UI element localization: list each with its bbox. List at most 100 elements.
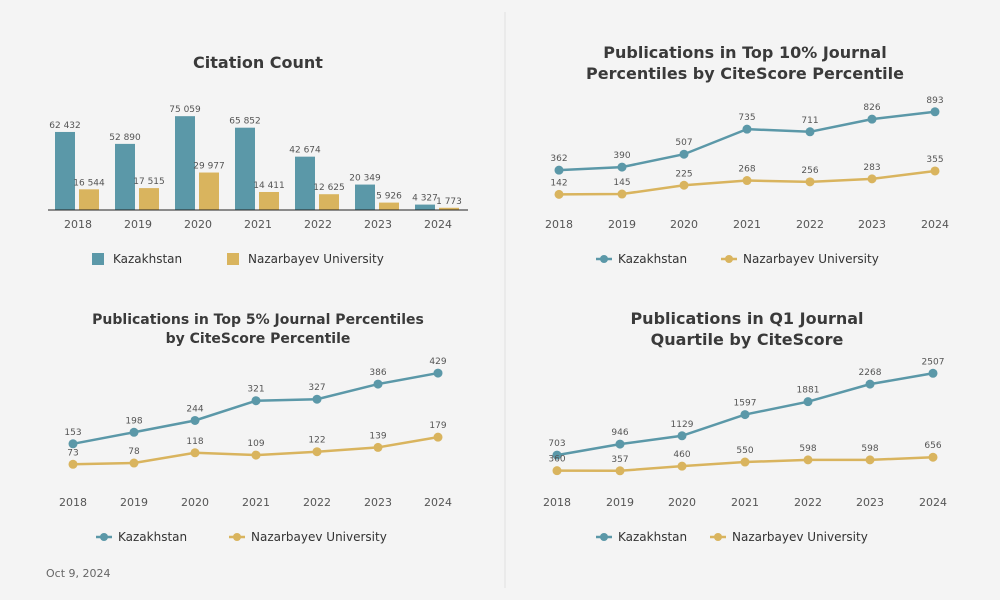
x-tick-label: 2020 bbox=[181, 496, 209, 509]
point-data-label: 460 bbox=[673, 450, 690, 460]
x-tick-label: 2019 bbox=[606, 496, 634, 509]
bar-nazarbayev bbox=[439, 207, 459, 210]
bar-data-label: 5 926 bbox=[376, 192, 402, 202]
x-tick-label: 2022 bbox=[794, 496, 822, 509]
bar-data-label: 42 674 bbox=[289, 146, 321, 156]
bar-kazakhstan bbox=[415, 204, 435, 210]
point-kazakhstan bbox=[740, 410, 750, 420]
bar-nazarbayev bbox=[379, 202, 399, 210]
point-nazarbayev bbox=[190, 448, 200, 458]
point-nazarbayev bbox=[373, 442, 383, 452]
point-data-label: 893 bbox=[926, 96, 943, 106]
point-kazakhstan bbox=[865, 379, 875, 389]
x-tick-label: 2023 bbox=[364, 218, 392, 231]
chart-title: by CiteScore Percentile bbox=[166, 331, 351, 347]
point-data-label: 1129 bbox=[671, 420, 694, 430]
bar-kazakhstan bbox=[235, 127, 255, 210]
x-tick-label: 2024 bbox=[424, 496, 452, 509]
bar-nazarbayev bbox=[199, 172, 219, 210]
point-nazarbayev bbox=[805, 177, 815, 187]
point-data-label: 1881 bbox=[797, 386, 820, 396]
x-tick-label: 2020 bbox=[184, 218, 212, 231]
legend-label-kazakhstan: Kazakhstan bbox=[113, 252, 182, 266]
chart-title: Publications in Top 10% Journal bbox=[603, 43, 886, 62]
point-data-label: 122 bbox=[308, 436, 325, 446]
point-data-label: 73 bbox=[67, 448, 78, 458]
x-tick-label: 2021 bbox=[244, 218, 272, 231]
point-kazakhstan bbox=[190, 415, 200, 425]
point-data-label: 256 bbox=[801, 166, 818, 176]
legend-label-nazarbayev: Nazarbayev University bbox=[743, 252, 879, 266]
bar-nazarbayev bbox=[319, 194, 339, 210]
bar-kazakhstan bbox=[355, 184, 375, 210]
point-data-label: 656 bbox=[924, 441, 941, 451]
point-data-label: 946 bbox=[611, 428, 628, 438]
legend-marker-nazarbayev bbox=[725, 255, 733, 263]
point-data-label: 826 bbox=[863, 103, 880, 113]
point-kazakhstan bbox=[68, 439, 78, 449]
point-data-label: 225 bbox=[675, 169, 692, 179]
point-data-label: 109 bbox=[247, 439, 264, 449]
point-data-label: 244 bbox=[186, 404, 203, 414]
point-data-label: 145 bbox=[613, 178, 630, 188]
point-kazakhstan bbox=[554, 165, 564, 175]
point-kazakhstan bbox=[615, 439, 625, 449]
bar-data-label: 14 411 bbox=[253, 181, 285, 191]
point-data-label: 735 bbox=[738, 113, 755, 123]
point-kazakhstan bbox=[803, 397, 813, 407]
bar-data-label: 20 349 bbox=[349, 174, 381, 184]
point-kazakhstan bbox=[552, 450, 562, 460]
legend-label-kazakhstan: Kazakhstan bbox=[118, 530, 187, 544]
x-tick-label: 2023 bbox=[856, 496, 884, 509]
point-kazakhstan bbox=[930, 107, 940, 117]
point-data-label: 429 bbox=[429, 357, 446, 367]
point-nazarbayev bbox=[930, 166, 940, 176]
legend-swatch-nazarbayev bbox=[227, 253, 239, 265]
point-kazakhstan bbox=[742, 124, 752, 134]
point-data-label: 179 bbox=[429, 421, 446, 431]
x-tick-label: 2018 bbox=[543, 496, 571, 509]
point-kazakhstan bbox=[312, 394, 322, 404]
x-tick-label: 2018 bbox=[64, 218, 92, 231]
point-data-label: 139 bbox=[369, 431, 386, 441]
bar-kazakhstan bbox=[175, 116, 195, 210]
point-nazarbayev bbox=[552, 466, 562, 476]
bar-kazakhstan bbox=[115, 143, 135, 210]
x-tick-label: 2019 bbox=[608, 218, 636, 231]
x-tick-label: 2022 bbox=[303, 496, 331, 509]
point-data-label: 118 bbox=[186, 437, 203, 447]
point-nazarbayev bbox=[433, 432, 443, 442]
bar-kazakhstan bbox=[295, 156, 315, 210]
point-nazarbayev bbox=[865, 455, 875, 465]
point-kazakhstan bbox=[867, 114, 877, 124]
bar-data-label: 17 515 bbox=[133, 177, 165, 187]
bar-data-label: 29 977 bbox=[193, 162, 225, 172]
bar-data-label: 52 890 bbox=[109, 133, 141, 143]
x-tick-label: 2021 bbox=[733, 218, 761, 231]
point-kazakhstan bbox=[679, 149, 689, 159]
point-data-label: 1597 bbox=[734, 399, 757, 409]
point-data-label: 360 bbox=[548, 455, 565, 465]
x-tick-label: 2019 bbox=[120, 496, 148, 509]
point-data-label: 2507 bbox=[922, 357, 945, 367]
point-kazakhstan bbox=[805, 127, 815, 137]
x-tick-label: 2020 bbox=[668, 496, 696, 509]
x-tick-label: 2023 bbox=[858, 218, 886, 231]
legend-marker-kazakhstan bbox=[100, 533, 108, 541]
bar-data-label: 75 059 bbox=[169, 105, 201, 115]
point-kazakhstan bbox=[617, 162, 627, 172]
legend-marker-nazarbayev bbox=[714, 533, 722, 541]
legend-swatch-kazakhstan bbox=[92, 253, 104, 265]
point-nazarbayev bbox=[803, 455, 813, 465]
point-kazakhstan bbox=[251, 396, 261, 406]
point-nazarbayev bbox=[742, 176, 752, 186]
point-data-label: 268 bbox=[738, 165, 755, 175]
point-nazarbayev bbox=[928, 452, 938, 462]
point-data-label: 390 bbox=[613, 151, 630, 161]
chart-title: Percentiles by CiteScore Percentile bbox=[586, 64, 904, 83]
point-data-label: 362 bbox=[550, 154, 567, 164]
point-data-label: 550 bbox=[736, 446, 753, 456]
point-nazarbayev bbox=[251, 450, 261, 460]
x-tick-label: 2020 bbox=[670, 218, 698, 231]
point-kazakhstan bbox=[928, 368, 938, 378]
